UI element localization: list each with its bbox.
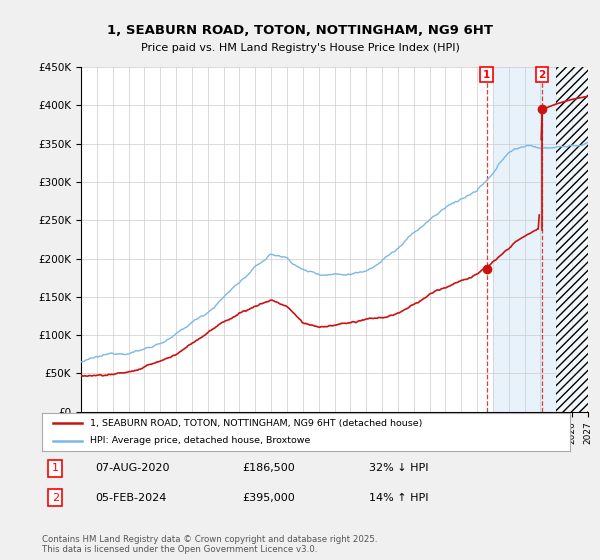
Text: 1, SEABURN ROAD, TOTON, NOTTINGHAM, NG9 6HT: 1, SEABURN ROAD, TOTON, NOTTINGHAM, NG9 … (107, 24, 493, 38)
Text: 07-AUG-2020: 07-AUG-2020 (95, 463, 169, 473)
Text: 1, SEABURN ROAD, TOTON, NOTTINGHAM, NG9 6HT (detached house): 1, SEABURN ROAD, TOTON, NOTTINGHAM, NG9 … (89, 418, 422, 427)
Text: 2: 2 (52, 493, 59, 503)
Text: 32% ↓ HPI: 32% ↓ HPI (370, 463, 429, 473)
Text: 2: 2 (538, 70, 545, 80)
Text: HPI: Average price, detached house, Broxtowe: HPI: Average price, detached house, Brox… (89, 436, 310, 445)
Text: 05-FEB-2024: 05-FEB-2024 (95, 493, 166, 503)
Bar (556, 67, 588, 412)
Bar (493, 67, 588, 412)
Text: 1: 1 (483, 70, 490, 80)
Text: £395,000: £395,000 (242, 493, 295, 503)
Text: 14% ↑ HPI: 14% ↑ HPI (370, 493, 429, 503)
Bar (556, 67, 588, 412)
Text: 1: 1 (52, 463, 59, 473)
Text: Price paid vs. HM Land Registry's House Price Index (HPI): Price paid vs. HM Land Registry's House … (140, 43, 460, 53)
Text: Contains HM Land Registry data © Crown copyright and database right 2025.
This d: Contains HM Land Registry data © Crown c… (42, 535, 377, 554)
Text: £186,500: £186,500 (242, 463, 295, 473)
